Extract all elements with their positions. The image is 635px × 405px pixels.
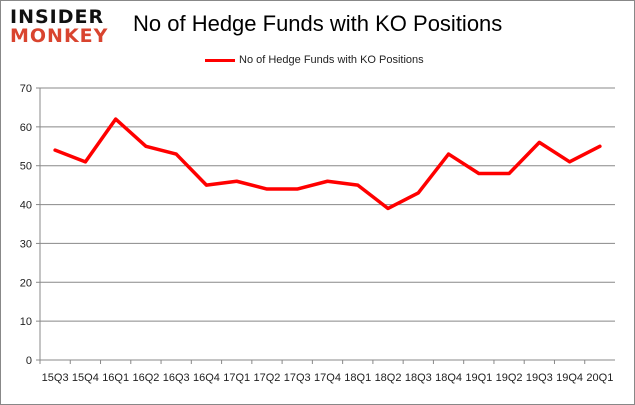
y-tick-label: 40 [20,200,32,212]
legend: No of Hedge Funds with KO Positions [205,54,424,66]
insider-monkey-logo: INSIDER MONKEY [10,8,108,46]
x-tick-label: 15Q3 [42,372,69,384]
y-tick-label: 70 [20,83,32,95]
y-tick-label: 30 [20,238,32,250]
data-point [53,148,57,152]
data-point [356,183,360,187]
x-tick-label: 16Q2 [132,372,159,384]
x-tick-label: 17Q3 [284,372,311,384]
y-tick-label: 50 [20,161,32,173]
data-point [537,140,541,144]
x-tick-label: 17Q2 [254,372,281,384]
data-point [265,187,269,191]
logo-line2: MONKEY [10,25,109,47]
chart-title: No of Hedge Funds with KO Positions [133,11,503,36]
data-point [386,206,390,210]
x-tick-label: 19Q3 [526,372,553,384]
data-point [144,144,148,148]
x-tick-label: 19Q4 [556,372,583,384]
data-point [235,179,239,183]
x-tick-label: 20Q1 [586,372,613,384]
series-line [53,117,602,211]
legend-label: No of Hedge Funds with KO Positions [239,54,424,66]
legend-swatch [205,58,235,62]
y-tick-label: 60 [20,122,32,134]
x-tick-label: 16Q3 [163,372,190,384]
data-point [598,144,602,148]
x-tick-label: 15Q4 [72,372,99,384]
y-tick-label: 20 [20,277,32,289]
x-tick-label: 18Q3 [405,372,432,384]
data-point [174,152,178,156]
x-tick-label: 18Q1 [344,372,371,384]
y-tick-label: 10 [20,316,32,328]
data-point [568,160,572,164]
x-tick-label: 19Q2 [496,372,523,384]
x-tick-label: 19Q1 [465,372,492,384]
x-tick-label: 17Q1 [223,372,250,384]
logo-line1: INSIDER [10,6,105,28]
data-point [326,179,329,183]
data-point [295,187,299,191]
x-tick-label: 16Q4 [193,372,220,384]
x-tick-label: 18Q4 [435,372,462,384]
data-point [83,160,87,164]
x-tick-label: 18Q2 [375,372,402,384]
data-point [416,191,420,195]
data-point [204,183,208,187]
data-point [114,117,118,121]
data-point [507,171,511,175]
x-tick-label: 16Q1 [102,372,129,384]
data-point [477,171,481,175]
y-tick-label: 0 [26,355,32,367]
x-tick-label: 17Q4 [314,372,341,384]
data-point [447,152,451,156]
